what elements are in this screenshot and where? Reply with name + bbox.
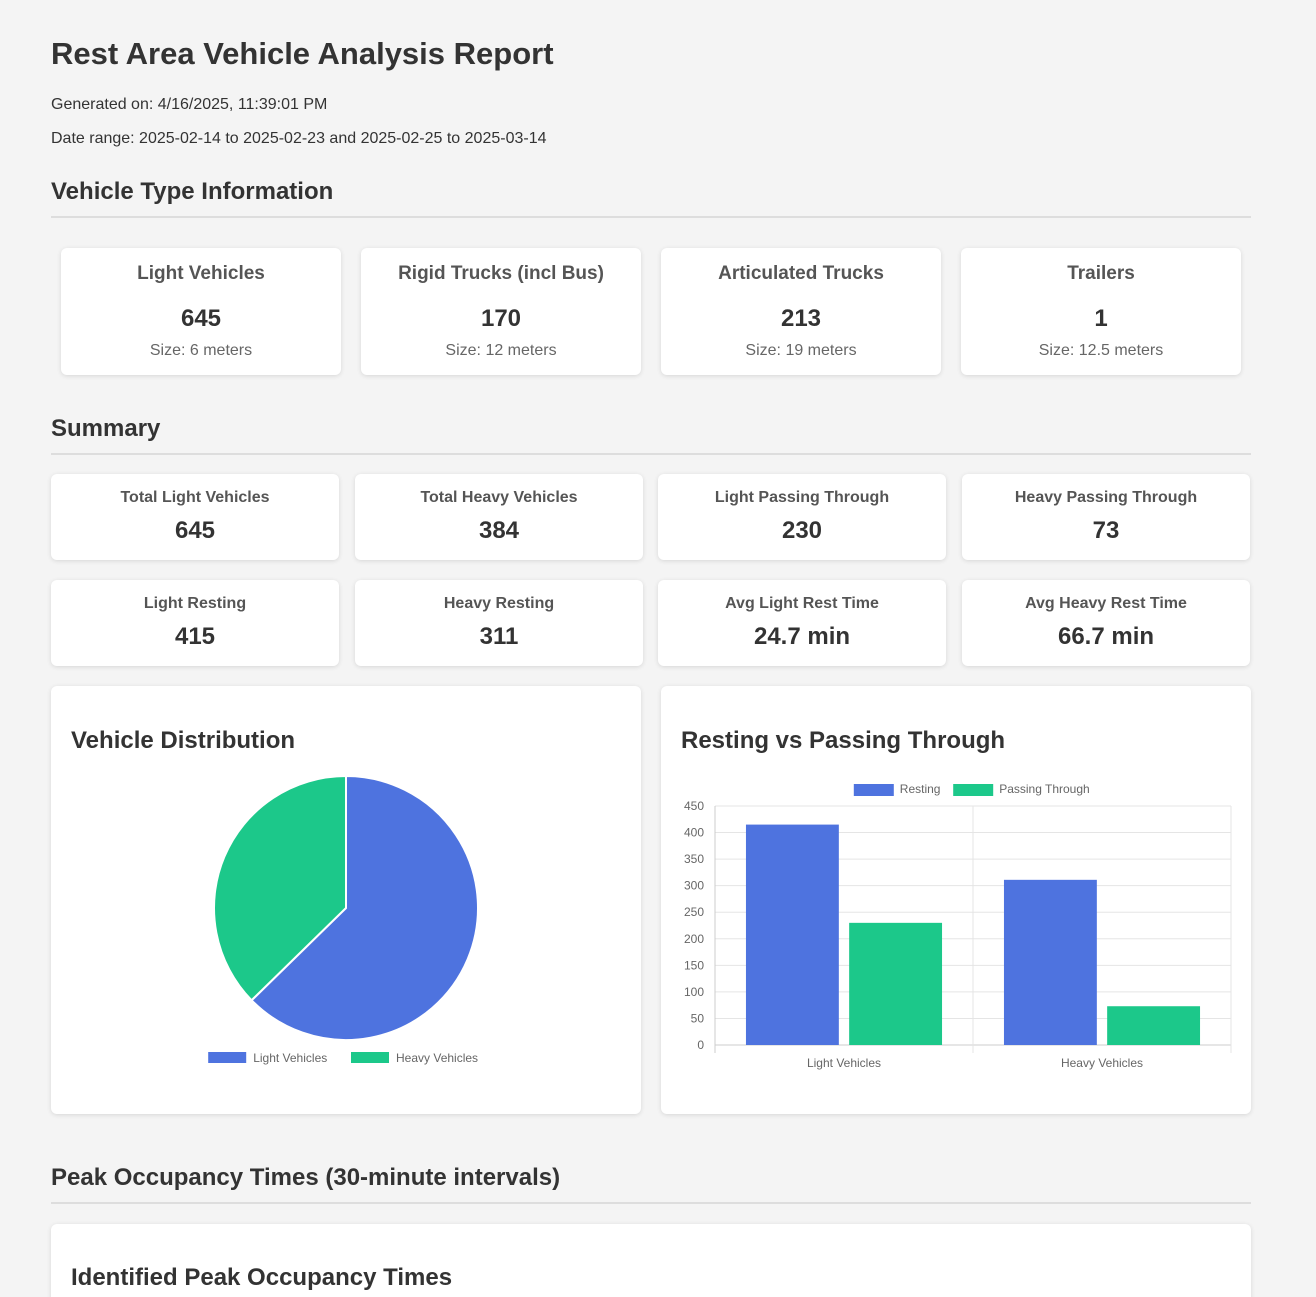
summary-stat-card: Heavy Resting 311 [355, 580, 643, 666]
y-tick-label: 400 [684, 826, 704, 840]
vehicle-type-name: Light Vehicles [137, 263, 265, 284]
legend-swatch [953, 784, 994, 796]
bar [849, 922, 943, 1045]
y-tick-label: 150 [684, 958, 704, 972]
stat-label: Total Light Vehicles [120, 489, 270, 506]
vehicle-type-count: 645 [180, 305, 222, 332]
legend-label: Light Vehicles [253, 1051, 327, 1065]
vehicle-distribution-card: Vehicle Distribution Light Vehicles Heavy… [51, 686, 641, 1114]
y-tick-label: 300 [684, 879, 704, 893]
x-tick-label: Light Vehicles [807, 1056, 881, 1070]
vehicle-type-name: Articulated Trucks [718, 263, 884, 284]
vehicle-distribution-pie-chart: Light Vehicles Heavy Vehicles [208, 774, 479, 1065]
pie-slice [250, 774, 479, 1041]
stat-label: Avg Heavy Rest Time [1025, 595, 1187, 612]
pie-chart-title: Vehicle Distribution [71, 727, 296, 754]
date-range: Date range: 2025-02-14 to 2025-02-23 and… [51, 130, 547, 147]
vehicle-type-size: Size: 19 meters [745, 342, 857, 359]
legend-swatch [351, 1052, 389, 1063]
vehicle-type-size: Size: 12.5 meters [1038, 342, 1164, 359]
stat-value: 24.7 min [753, 623, 851, 650]
y-tick-label: 50 [691, 1011, 705, 1025]
y-tick-label: 200 [684, 932, 704, 946]
y-tick-label: 250 [684, 905, 704, 919]
stat-value: 384 [478, 517, 520, 544]
vehicle-type-card: Trailers 1 Size: 12.5 meters [961, 248, 1241, 375]
stat-value: 230 [781, 517, 823, 544]
summary-stat-card: Total Heavy Vehicles 384 [355, 474, 643, 560]
stat-value: 415 [174, 623, 216, 650]
bar [1003, 879, 1097, 1045]
vehicle-type-count: 1 [1094, 305, 1108, 332]
stat-label: Light Resting [143, 595, 247, 612]
summary-stat-card: Light Resting 415 [51, 580, 339, 666]
stat-label: Light Passing Through [714, 489, 890, 506]
y-tick-label: 100 [684, 985, 704, 999]
resting-vs-passing-card: Resting vs Passing Through Resting Passin… [661, 686, 1251, 1114]
peak-occupancy-card: Identified Peak Occupancy Times [51, 1224, 1251, 1297]
vehicle-type-size: Size: 12 meters [445, 342, 557, 359]
stat-label: Heavy Resting [443, 595, 555, 612]
summary-stat-card: Avg Heavy Rest Time 66.7 min [962, 580, 1250, 666]
summary-heading: Summary [51, 415, 1251, 455]
bar [745, 824, 839, 1045]
bar [1107, 1006, 1201, 1045]
legend-label: Heavy Vehicles [396, 1051, 478, 1065]
x-tick-label: Heavy Vehicles [1061, 1056, 1143, 1070]
summary-stat-card: Avg Light Rest Time 24.7 min [658, 580, 946, 666]
bar-chart-title: Resting vs Passing Through [681, 727, 1006, 754]
vehicle-type-card: Light Vehicles 645 Size: 6 meters [61, 248, 341, 375]
y-tick-label: 350 [684, 852, 704, 866]
stat-value: 66.7 min [1057, 623, 1155, 650]
legend-label: Resting [900, 782, 941, 796]
vehicle-type-name: Rigid Trucks (incl Bus) [398, 263, 604, 284]
peak-occupancy-heading: Peak Occupancy Times (30-minute interval… [51, 1164, 1251, 1204]
vehicle-type-size: Size: 6 meters [149, 342, 253, 359]
vehicle-type-card: Rigid Trucks (incl Bus) 170 Size: 12 met… [361, 248, 641, 375]
stat-label: Total Heavy Vehicles [420, 489, 578, 506]
legend-label: Passing Through [999, 782, 1090, 796]
stat-value: 311 [479, 623, 519, 650]
stat-label: Avg Light Rest Time [725, 595, 879, 612]
y-tick-label: 0 [697, 1038, 704, 1052]
legend-swatch [853, 784, 894, 796]
peak-occupancy-card-title: Identified Peak Occupancy Times [71, 1264, 453, 1291]
summary-stat-card: Light Passing Through 230 [658, 474, 946, 560]
vehicle-type-name: Trailers [1067, 263, 1135, 284]
summary-stat-card: Total Light Vehicles 645 [51, 474, 339, 560]
generated-on: Generated on: 4/16/2025, 11:39:01 PM [51, 96, 328, 113]
stat-value: 645 [174, 517, 216, 544]
pie-slice [213, 774, 347, 1002]
y-tick-label: 450 [684, 799, 704, 813]
vehicle-type-card: Articulated Trucks 213 Size: 19 meters [661, 248, 941, 375]
vehicle-type-heading: Vehicle Type Information [51, 178, 1251, 218]
resting-vs-passing-bar-chart: Resting Passing Through 0 50 100 150 200 250 300… [684, 782, 1232, 1070]
summary-stat-card: Heavy Passing Through 73 [962, 474, 1250, 560]
stat-label: Heavy Passing Through [1014, 489, 1198, 506]
stat-value: 73 [1092, 517, 1120, 544]
legend-swatch [208, 1052, 247, 1063]
vehicle-type-count: 170 [480, 305, 522, 332]
vehicle-type-count: 213 [780, 305, 822, 332]
page-title: Rest Area Vehicle Analysis Report [51, 36, 554, 71]
